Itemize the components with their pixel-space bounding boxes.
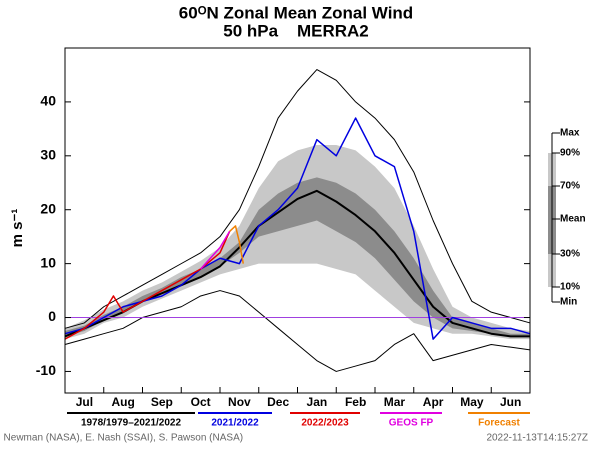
footer-credit: . Newman (NASA), E. Nash (SSAI), S. Paws… bbox=[0, 433, 243, 444]
x-tick-label: Feb bbox=[345, 395, 366, 409]
extreme-line bbox=[64, 69, 531, 329]
legend-label: 30% bbox=[560, 249, 580, 260]
footer-timestamp: 2022-11-13T14:15:27Z bbox=[486, 433, 588, 444]
legend-label: Min bbox=[560, 297, 577, 308]
chart-subtitle: 50 hPa MERRA2 bbox=[223, 21, 369, 40]
x-tick-label: Aug bbox=[111, 395, 134, 409]
legend-label: Mean bbox=[560, 214, 586, 225]
x-tick-label: Nov bbox=[228, 395, 251, 409]
y-tick-label: 40 bbox=[40, 93, 56, 109]
chart-title: 60ᴼN Zonal Mean Zonal Wind bbox=[179, 3, 413, 22]
x-tick-label: Oct bbox=[191, 395, 211, 409]
y-tick-label: 10 bbox=[40, 254, 56, 270]
legend-label: 90% bbox=[560, 148, 580, 159]
x-tick-label: Jun bbox=[500, 395, 521, 409]
x-tick-label: Jul bbox=[76, 395, 93, 409]
series-line bbox=[64, 230, 231, 340]
y-tick-label: -10 bbox=[36, 362, 56, 378]
legend-label: 2021/2022 bbox=[211, 418, 259, 429]
series-line bbox=[229, 225, 244, 264]
x-tick-label: Jan bbox=[307, 395, 328, 409]
x-tick-label: Mar bbox=[384, 395, 406, 409]
legend-label: Forecast bbox=[478, 418, 520, 429]
legend-label: Max bbox=[560, 128, 580, 139]
legend-label: GEOS FP bbox=[389, 418, 434, 429]
percentile-band bbox=[65, 145, 530, 340]
y-axis-label: m s⁻¹ bbox=[9, 209, 26, 248]
legend-label: 70% bbox=[560, 181, 580, 192]
x-tick-label: Apr bbox=[423, 395, 444, 409]
legend-label: 2022/2023 bbox=[301, 418, 349, 429]
x-tick-label: May bbox=[460, 395, 484, 409]
y-tick-label: 30 bbox=[40, 147, 56, 163]
series-line bbox=[200, 230, 231, 270]
x-tick-label: Dec bbox=[267, 395, 289, 409]
legend-label: 1978/1979–2021/2022 bbox=[81, 418, 182, 429]
y-tick-label: 0 bbox=[48, 308, 56, 324]
percentile-band bbox=[65, 177, 530, 337]
legend-label: 10% bbox=[560, 282, 580, 293]
y-tick-label: 20 bbox=[40, 200, 56, 216]
x-tick-label: Sep bbox=[151, 395, 173, 409]
